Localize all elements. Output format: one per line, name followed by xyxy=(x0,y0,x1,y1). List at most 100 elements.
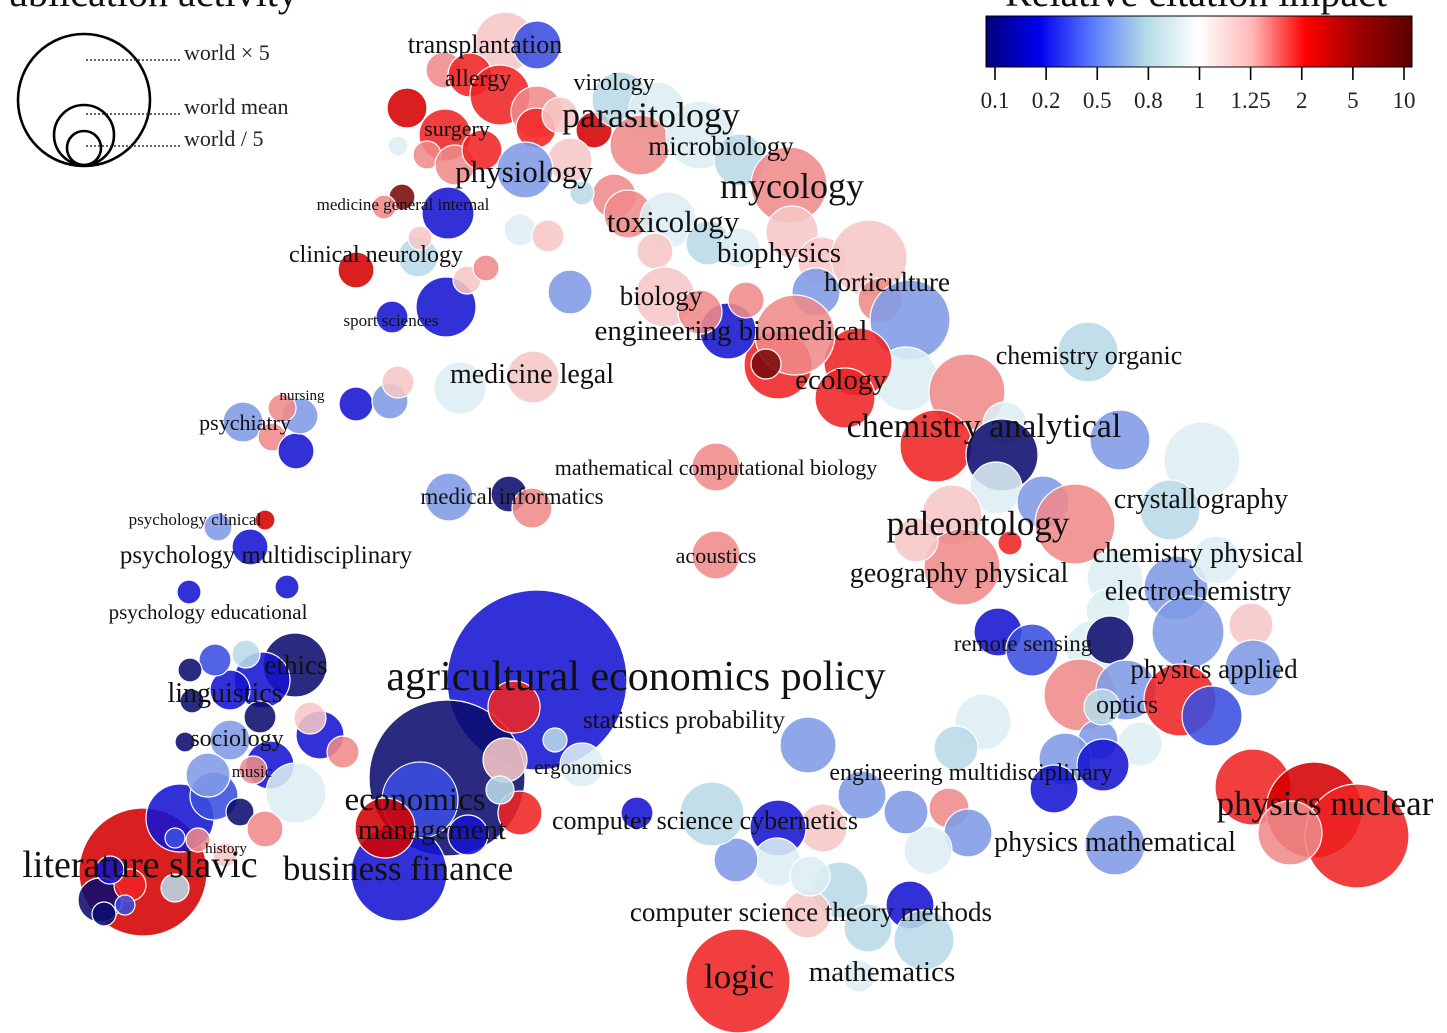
color-bar-ticks: 0.1 0.2 0.5 0.8 1 1.25 2 5 10 xyxy=(981,67,1416,113)
bubble xyxy=(497,790,543,836)
field-label: psychology educational xyxy=(109,600,308,624)
bubble xyxy=(203,512,233,542)
bubble xyxy=(1029,764,1079,814)
bubble xyxy=(496,141,554,199)
bubble xyxy=(386,87,428,129)
field-label: surgery xyxy=(424,116,490,141)
field-label: physics applied xyxy=(1130,654,1298,684)
bubble xyxy=(95,855,125,885)
field-label: transplantation xyxy=(408,30,563,59)
field-label: virology xyxy=(573,70,654,96)
size-legend-title: ublication activity xyxy=(8,0,298,15)
field-label: physiology xyxy=(455,154,593,189)
bubble xyxy=(531,219,565,253)
bubble xyxy=(1181,685,1243,747)
bubble xyxy=(487,680,541,734)
field-label: medicine general internal xyxy=(317,195,490,214)
bubble xyxy=(727,281,765,319)
bubble xyxy=(164,827,186,849)
bubble xyxy=(293,701,327,735)
field-label: remote sensing xyxy=(954,631,1093,656)
bubble xyxy=(620,796,654,830)
color-bar-tick-label: 0.2 xyxy=(1032,88,1061,113)
bubble xyxy=(326,735,360,769)
field-label: management xyxy=(358,814,506,846)
bubble xyxy=(713,837,759,883)
field-label: agricultural economics policy xyxy=(386,654,885,700)
field-label: medicine legal xyxy=(450,359,614,390)
color-bar-tick-label: 5 xyxy=(1347,88,1359,113)
color-bar-tick-label: 2 xyxy=(1296,88,1308,113)
field-label: horticulture xyxy=(824,267,950,297)
bubble xyxy=(176,579,202,605)
bubble xyxy=(842,959,876,993)
bubble xyxy=(485,775,515,805)
bubble xyxy=(274,574,300,600)
legend-circle-medium xyxy=(52,103,116,167)
field-label: economics xyxy=(344,782,485,818)
field-label: psychology clinical xyxy=(129,510,262,529)
bubble xyxy=(243,700,277,734)
bubble xyxy=(677,289,723,335)
bubble xyxy=(542,727,568,753)
bubble xyxy=(679,781,745,847)
bubble xyxy=(265,762,327,824)
bubble xyxy=(512,20,562,70)
field-label: acoustics xyxy=(676,543,757,568)
bubble xyxy=(238,755,268,785)
field-label: ecology xyxy=(795,364,887,396)
bubble xyxy=(559,742,605,788)
bubble xyxy=(185,752,231,798)
bubble xyxy=(222,401,264,443)
bubble xyxy=(569,180,595,206)
bubble xyxy=(789,855,831,897)
bubble xyxy=(198,643,232,677)
color-bar-tick-label: 10 xyxy=(1393,88,1416,113)
bubble xyxy=(482,737,528,783)
bubble xyxy=(91,901,117,927)
bubble-layer xyxy=(77,11,1410,1033)
field-label: psychology multidisciplinary xyxy=(120,542,413,569)
field-label: parasitology xyxy=(562,95,740,135)
field-label: literature slavic xyxy=(22,844,257,886)
bubble xyxy=(1076,738,1130,792)
bubble xyxy=(511,487,553,529)
field-label: crystallography xyxy=(1114,484,1288,515)
bubble xyxy=(114,894,136,916)
legend-circle-small xyxy=(65,129,103,167)
field-label: chemistry organic xyxy=(996,341,1183,370)
label-layer: transplantation allergy virologyparasitolo… xyxy=(22,30,1433,996)
bubble xyxy=(903,825,953,875)
field-label: computer science theory methods xyxy=(630,897,992,927)
bubble xyxy=(354,797,416,859)
bubble xyxy=(1083,688,1121,726)
bubble xyxy=(338,386,374,422)
bubble xyxy=(893,909,955,971)
bubble xyxy=(1257,800,1323,866)
color-bar xyxy=(985,15,1413,68)
field-label: ergonomics xyxy=(534,755,632,779)
color-bar-tick-label: 1 xyxy=(1194,88,1206,113)
bubble xyxy=(177,657,203,683)
bubble xyxy=(691,530,741,580)
bubble xyxy=(1224,639,1282,697)
field-label: nursing xyxy=(280,388,326,404)
bubble xyxy=(231,528,269,566)
bubble xyxy=(185,827,211,853)
bubble xyxy=(837,770,887,820)
bubble xyxy=(254,509,276,531)
bubble xyxy=(541,96,579,134)
bubble xyxy=(387,135,409,157)
bubble xyxy=(506,350,560,404)
bubble xyxy=(407,225,433,251)
bubble xyxy=(997,530,1023,556)
bubble xyxy=(337,251,375,289)
bubble xyxy=(212,842,238,868)
bubble xyxy=(375,300,409,334)
bubble xyxy=(547,269,593,315)
bubble xyxy=(277,432,315,470)
color-bar-tick-label: 0.1 xyxy=(981,88,1010,113)
field-label: music xyxy=(232,762,273,781)
field-label: physics nuclear xyxy=(1217,784,1434,823)
